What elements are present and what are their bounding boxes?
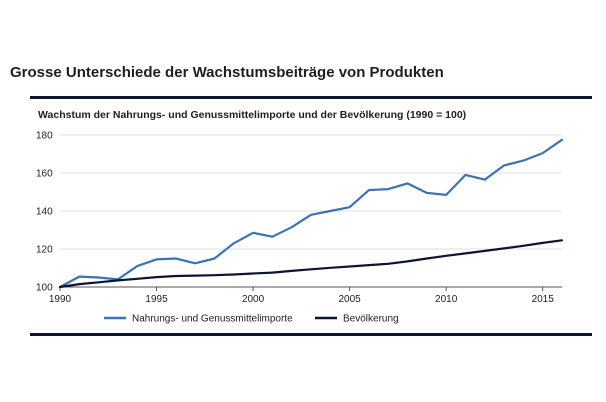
chart-frame [30,96,592,336]
y-tick-label-100: 100 [36,283,53,294]
x-tick-label-2000: 2000 [242,294,265,305]
y-tick-label-140: 140 [36,207,53,218]
x-tick-label-1990: 1990 [49,294,72,305]
x-tick-label-2015: 2015 [532,294,555,305]
y-axis-ticks: 100 120 140 160 180 [36,131,53,294]
legend-label-1: Nahrungs- und Genussmittelimporte [132,314,293,325]
legend-label-2: Bevölkerung [343,314,399,325]
y-tick-label-180: 180 [36,131,53,142]
series-line-1 [58,138,564,289]
chart-title: Wachstum der Nahrungs- und Genussmitteli… [38,109,467,121]
y-tick-label-120: 120 [36,245,53,256]
x-tick-label-2010: 2010 [435,294,458,305]
gridlines [60,134,562,288]
page-title: Grosse Unterschiede der Wachstumsbeiträg… [10,64,444,81]
x-tick-label-2005: 2005 [338,294,361,305]
legend: Nahrungs- und Genussmittelimporte Bevölke… [104,314,399,325]
x-tick-label-1995: 1995 [145,294,168,305]
series-lines [58,138,564,289]
series-line-2 [58,239,564,289]
y-tick-label-160: 160 [36,169,53,180]
x-axis-ticks: 1990 1995 2000 2005 2010 2015 [49,287,554,305]
